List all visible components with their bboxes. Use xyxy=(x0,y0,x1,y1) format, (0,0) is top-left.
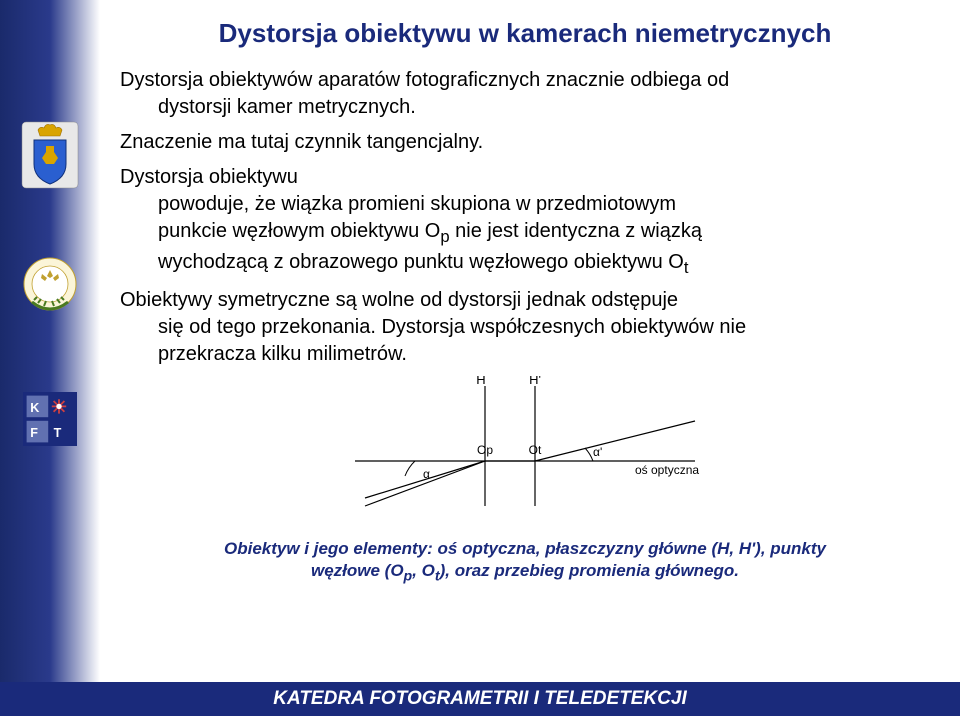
svg-text:α': α' xyxy=(593,445,602,459)
footer-bar: KATEDRA FOTOGRAMETRII I TELEDETEKCJI xyxy=(0,682,960,716)
svg-text:H': H' xyxy=(529,376,541,387)
laurel-logo-icon xyxy=(20,252,80,322)
crest-logo-icon xyxy=(20,120,80,190)
optical-axis-diagram-icon: H H' Op Ot α α' oś optyczna xyxy=(335,376,715,526)
svg-text:K: K xyxy=(30,401,39,415)
page-title: Dystorsja obiektywu w kamerach niemetryc… xyxy=(120,18,930,49)
text-line: Dystorsja obiektywu xyxy=(120,166,298,188)
svg-text:Op: Op xyxy=(477,443,493,457)
svg-text:F: F xyxy=(30,426,38,440)
svg-text:T: T xyxy=(54,426,62,440)
main-content: Dystorsja obiektywu w kamerach niemetryc… xyxy=(100,0,960,716)
svg-text:H: H xyxy=(476,376,485,387)
text-line: punkcie węzłowym obiektywu Op nie jest i… xyxy=(120,220,702,242)
text-line: Dystorsja obiektywów aparatów fotografic… xyxy=(120,69,729,91)
svg-text:oś optyczna: oś optyczna xyxy=(635,463,699,477)
diagram-figure: H H' Op Ot α α' oś optyczna xyxy=(120,376,930,526)
svg-text:α: α xyxy=(423,467,430,481)
figure-caption: Obiektyw i jego elementy: oś optyczna, p… xyxy=(120,538,930,586)
text-line: przekracza kilku milimetrów. xyxy=(120,343,407,365)
square-logo-icon: K F T xyxy=(23,392,77,446)
body-text: Dystorsja obiektywów aparatów fotografic… xyxy=(120,67,930,368)
text-line: dystorsji kamer metrycznych. xyxy=(120,96,416,118)
text-line: wychodzącą z obrazowego punktu węzłowego… xyxy=(120,251,689,273)
text-line: Obiektywy symetryczne są wolne od dystor… xyxy=(120,289,678,311)
text-line: powoduje, że wiązka promieni skupiona w … xyxy=(120,193,676,215)
svg-text:Ot: Ot xyxy=(529,443,542,457)
sidebar: K F T xyxy=(0,0,100,716)
text-line: Znaczenie ma tutaj czynnik tangencjalny. xyxy=(120,129,930,156)
text-line: się od tego przekonania. Dystorsja współ… xyxy=(120,316,746,338)
